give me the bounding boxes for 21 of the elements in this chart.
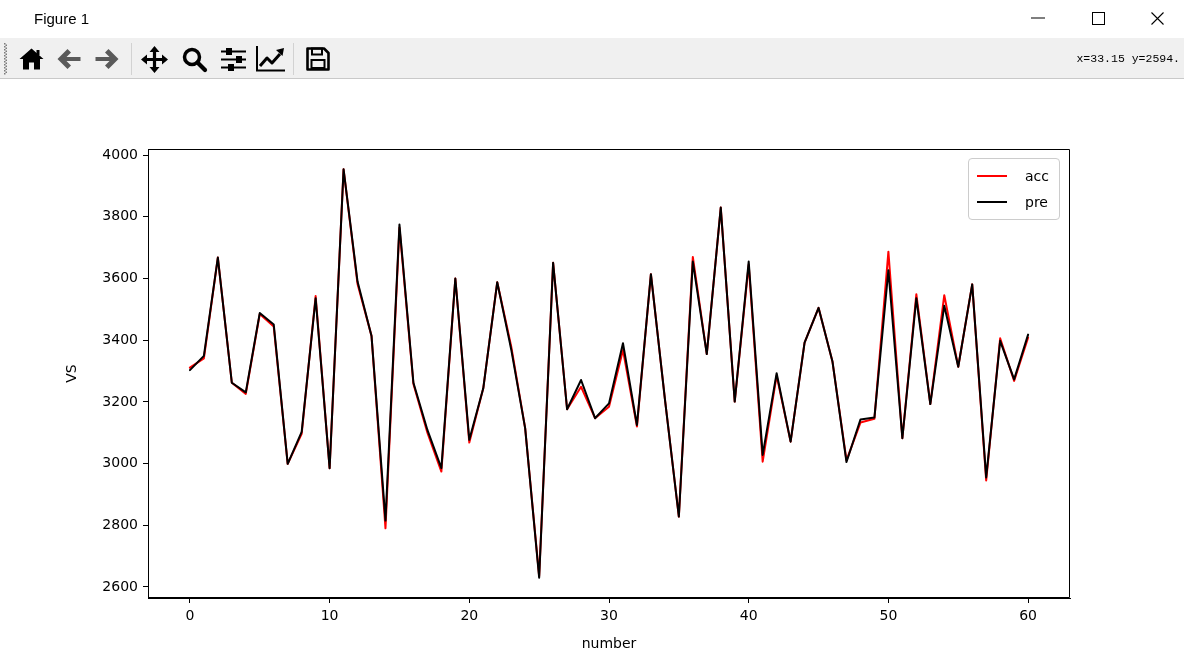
y-tick-label: 4000 xyxy=(102,145,138,162)
y-tick-label: 3800 xyxy=(102,207,138,224)
x-tick-label: 60 xyxy=(1019,607,1038,624)
x-tick-label: 50 xyxy=(879,607,898,624)
legend-label: pre xyxy=(1025,194,1048,210)
x-tick-label: 20 xyxy=(460,607,479,624)
x-tick-label: 10 xyxy=(320,607,339,624)
x-tick-label: 40 xyxy=(739,607,758,624)
x-axis-title: number xyxy=(581,635,637,652)
y-tick-label: 2800 xyxy=(102,515,138,532)
y-tick-label: 3000 xyxy=(102,454,138,471)
y-axis-title: VS xyxy=(63,364,80,383)
y-tick-label: 3400 xyxy=(102,330,138,347)
y-tick-label: 2600 xyxy=(102,577,138,594)
y-tick-label: 3200 xyxy=(102,392,138,409)
x-tick-label: 0 xyxy=(185,607,195,624)
y-tick-label: 3600 xyxy=(102,269,138,286)
caption: Figure 1 xyxy=(34,10,90,27)
x-tick-label: 30 xyxy=(600,607,618,624)
text: x=33.15 y=2594. xyxy=(1076,52,1180,65)
legend-label: acc xyxy=(1025,168,1049,184)
